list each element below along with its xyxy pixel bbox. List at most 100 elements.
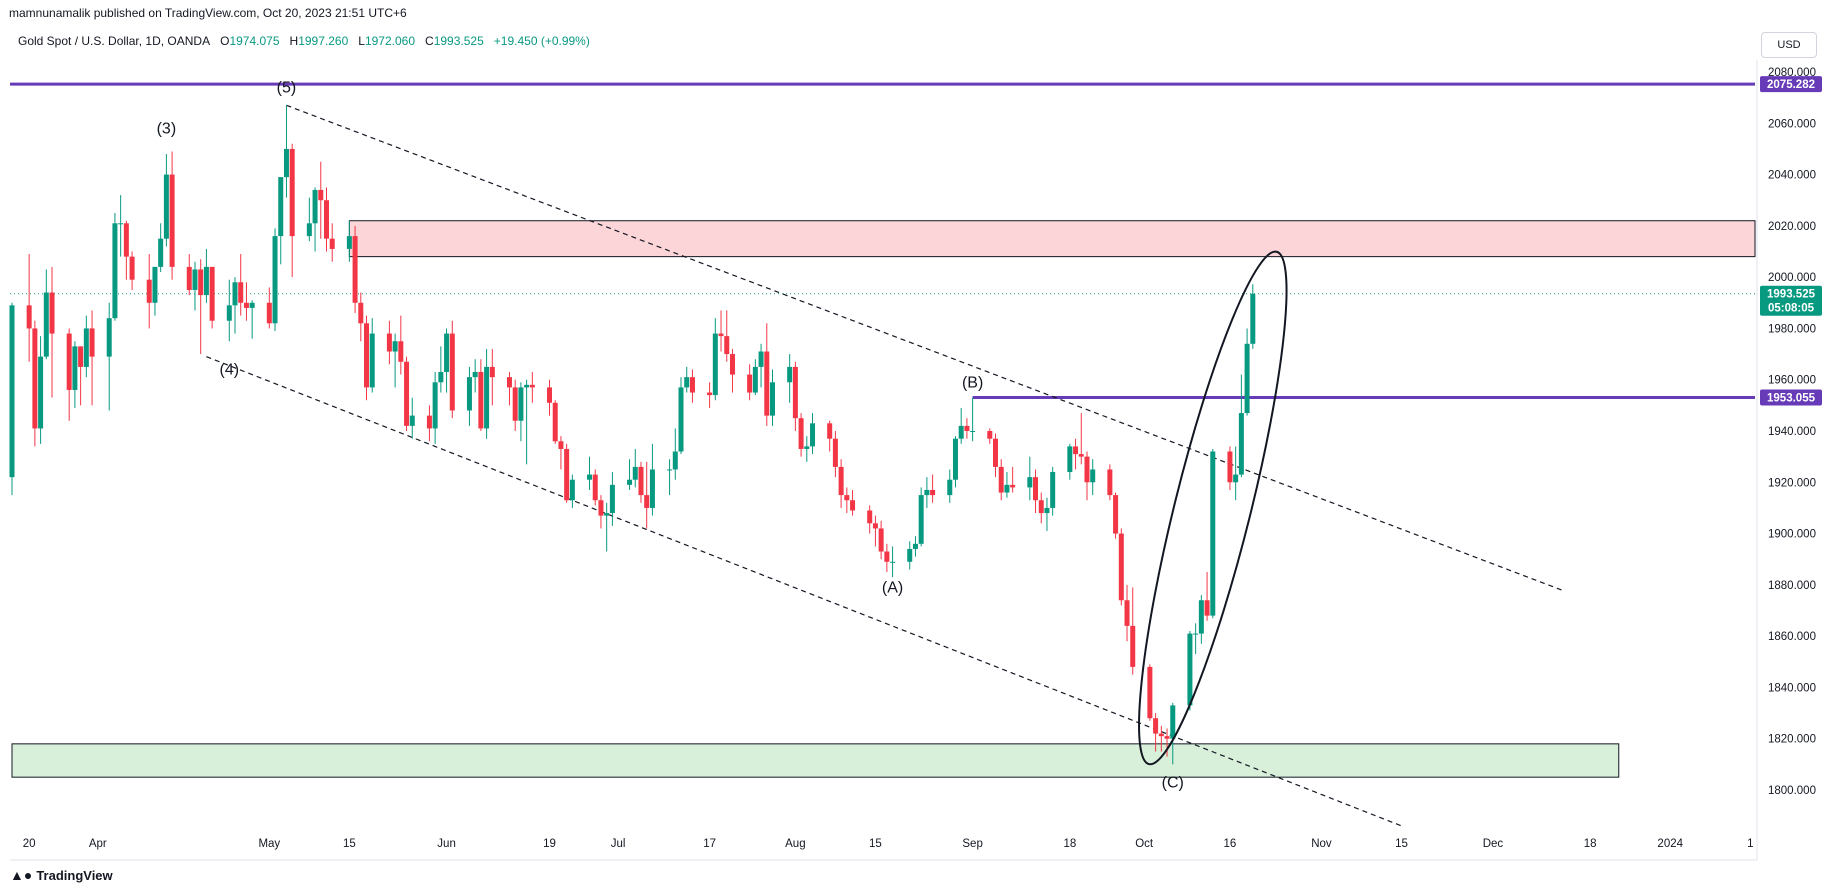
candle-body	[506, 377, 512, 388]
candle-body	[604, 513, 610, 516]
candle-down	[123, 220, 129, 280]
price-tick-label: 1900.000	[1768, 529, 1816, 541]
time-tick-label: Nov	[1311, 838, 1332, 850]
candle-body	[598, 500, 604, 516]
candle-body	[787, 366, 793, 383]
candle-down	[993, 433, 999, 478]
candle-down	[78, 346, 84, 406]
candle-body	[1113, 495, 1119, 534]
candle-body	[478, 372, 484, 429]
candle-down	[26, 254, 32, 362]
candle-body	[1227, 451, 1233, 483]
candle-up	[804, 436, 810, 462]
candle-body	[26, 305, 32, 329]
candle-body	[198, 269, 204, 296]
candles-layer	[9, 105, 1256, 765]
candle-body	[163, 174, 169, 239]
candle-body	[747, 374, 753, 393]
candle-body	[1164, 736, 1170, 739]
rally-ellipse	[1138, 250, 1288, 766]
candle-down	[998, 459, 1004, 501]
candle-up	[1193, 623, 1199, 655]
candle-body	[998, 466, 1004, 493]
candle-down	[838, 459, 844, 508]
time-tick-label: 19	[543, 838, 556, 850]
zones-layer	[11, 220, 1756, 778]
candle-body	[278, 177, 284, 237]
candle-down	[129, 251, 135, 290]
candle-up	[752, 359, 758, 396]
wave-label: (C)	[1162, 774, 1184, 791]
candle-up	[232, 277, 238, 334]
candle-up	[438, 346, 444, 393]
candle-up	[1050, 466, 1056, 516]
candle-down	[638, 461, 644, 503]
candle-up	[604, 502, 610, 552]
candle-up	[249, 300, 255, 339]
candle-body	[123, 223, 129, 257]
price-tick-label: 1920.000	[1768, 477, 1816, 489]
currency-button[interactable]: USD	[1761, 32, 1817, 58]
supply-zone	[348, 220, 1756, 258]
candle-body	[1027, 477, 1033, 488]
time-axis[interactable]: 20 Apr May 15 Jun 19 Jul 17 Aug 15 Sep 18 Oct 16 Nov 15…	[10, 838, 1757, 861]
candle-body	[827, 423, 833, 439]
candle-up	[1210, 448, 1216, 619]
candle-body	[106, 318, 112, 357]
last-price-badge-text: 05:08:05	[1768, 303, 1815, 315]
candle-up	[924, 477, 930, 508]
candle-up	[192, 261, 198, 311]
candle-body	[466, 377, 472, 411]
candle-body	[592, 474, 598, 501]
candle-down	[489, 348, 495, 406]
candle-body	[43, 292, 49, 357]
candle-body	[489, 366, 495, 378]
demand-zone	[11, 743, 1620, 778]
candle-body	[1158, 733, 1164, 737]
candle-body	[912, 543, 918, 549]
candle-body	[850, 500, 856, 511]
candle-up	[649, 443, 655, 516]
last-price-badge-text: 1993.525	[1767, 289, 1816, 301]
candle-up	[1187, 631, 1193, 711]
candle-body	[867, 510, 873, 524]
candle-body	[1073, 446, 1079, 455]
price-tick-label: 2080.000	[1768, 67, 1816, 79]
candle-body	[364, 323, 370, 388]
candle-body	[112, 223, 118, 319]
candle-up	[306, 197, 312, 242]
candle-body	[1050, 472, 1056, 508]
candle-body	[266, 302, 272, 324]
low-value: 1972.060	[364, 34, 416, 48]
price-axis[interactable]: 1800.000 1820.000 1840.000 1860.000 1880.000…	[1756, 60, 1822, 860]
candle-body	[49, 292, 55, 334]
price-tick-label: 2040.000	[1768, 170, 1816, 182]
candle-down	[323, 187, 329, 252]
candle-body	[564, 448, 570, 501]
candle-down	[209, 266, 215, 329]
overlay-layer: (3) (4) (5) (A) (B) (C)	[157, 80, 1288, 791]
candle-body	[810, 423, 816, 447]
candle-down	[404, 356, 410, 431]
wave-label: (5)	[277, 80, 297, 97]
tradingview-logo[interactable]: ▲● TradingView	[10, 867, 113, 883]
candle-up	[609, 472, 615, 526]
price-tick-label: 2020.000	[1768, 221, 1816, 233]
candle-up	[484, 348, 490, 439]
candle-body	[152, 266, 158, 303]
candle-body	[884, 551, 890, 562]
candle-down	[747, 364, 753, 401]
candle-up	[672, 428, 678, 480]
candle-down	[1227, 446, 1233, 490]
candle-body	[627, 479, 633, 485]
candle-down	[318, 161, 324, 239]
dashed-trendline	[206, 356, 1402, 827]
candle-up	[444, 328, 450, 393]
candle-body	[684, 377, 690, 388]
candle-body	[329, 238, 335, 249]
candle-up	[1027, 456, 1033, 501]
time-tick-label: Oct	[1135, 838, 1154, 850]
candle-body	[1118, 533, 1124, 601]
candle-body	[993, 438, 999, 467]
